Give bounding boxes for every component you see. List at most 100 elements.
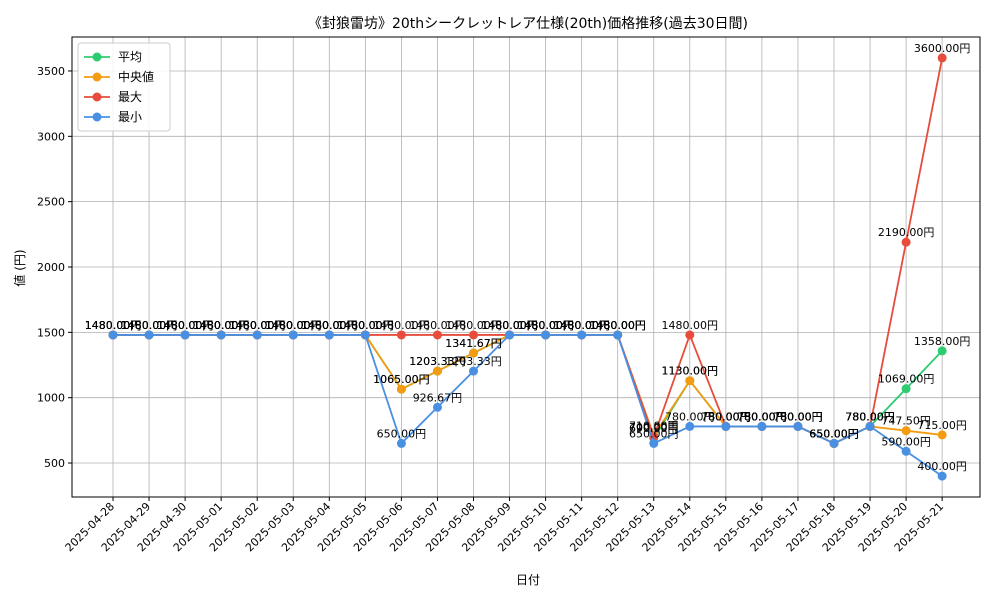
data-label: 1480.00円 <box>121 319 178 332</box>
series-lines <box>108 53 947 481</box>
data-point <box>721 421 731 431</box>
data-label: 1480.00円 <box>301 319 358 332</box>
legend-marker <box>92 52 102 62</box>
data-label: 2190.00円 <box>878 226 935 239</box>
y-tick-label: 2500 <box>37 196 65 209</box>
data-label: 1480.00円 <box>85 319 142 332</box>
data-label: 1480.00円 <box>481 319 538 332</box>
data-label: 1480.00円 <box>337 319 394 332</box>
data-label: 1480.00円 <box>481 319 538 332</box>
data-label: 1480.00円 <box>229 319 286 332</box>
legend-label: 最小 <box>118 110 142 124</box>
data-point <box>937 53 947 63</box>
data-label: 690.00円 <box>629 422 679 435</box>
data-point <box>216 330 226 340</box>
data-point <box>396 330 406 340</box>
data-label: 1480.00円 <box>337 319 394 332</box>
legend-label: 中央値 <box>118 69 154 84</box>
data-label: 1480.00円 <box>193 319 250 332</box>
data-label: 1480.00円 <box>517 319 574 332</box>
data-label: 650.00円 <box>809 427 859 440</box>
legend-marker <box>92 92 102 102</box>
x-axis-title: 日付 <box>516 573 540 587</box>
data-point <box>252 330 262 340</box>
data-label: 1480.00円 <box>193 319 250 332</box>
data-point <box>324 330 334 340</box>
y-tick-label: 500 <box>44 457 65 470</box>
data-point <box>360 330 370 340</box>
data-label: 715.00円 <box>917 419 967 432</box>
data-label: 1065.00円 <box>373 373 430 386</box>
data-label: 780.00円 <box>737 410 787 423</box>
data-point <box>685 330 695 340</box>
grid <box>72 37 980 497</box>
data-label: 1480.00円 <box>337 319 394 332</box>
data-label: 1480.00円 <box>265 319 322 332</box>
data-label: 780.00円 <box>773 410 823 423</box>
data-labels: 1480.00円1480.00円1480.00円1480.00円1480.00円… <box>85 42 971 473</box>
data-label: 1480.00円 <box>517 319 574 332</box>
y-tick-label: 3000 <box>37 130 65 143</box>
data-label: 1480.00円 <box>85 319 142 332</box>
data-label: 1480.00円 <box>589 319 646 332</box>
data-label: 1480.00円 <box>265 319 322 332</box>
data-label: 1480.00円 <box>337 319 394 332</box>
data-label: 700.00円 <box>629 421 679 434</box>
data-label: 1480.00円 <box>301 319 358 332</box>
data-label: 1480.00円 <box>229 319 286 332</box>
data-label: 1480.00円 <box>517 319 574 332</box>
data-label: 650.00円 <box>809 427 859 440</box>
data-point <box>613 330 623 340</box>
data-label: 780.00円 <box>701 410 751 423</box>
data-label: 590.00円 <box>881 435 931 448</box>
data-point <box>432 330 442 340</box>
data-point <box>901 446 911 456</box>
data-label: 1480.00円 <box>157 319 214 332</box>
data-point <box>937 471 947 481</box>
data-point <box>108 330 118 340</box>
data-label: 926.67円 <box>413 391 463 404</box>
data-label: 1480.00円 <box>265 319 322 332</box>
data-label: 1480.00円 <box>481 319 538 332</box>
data-label: 1480.00円 <box>265 319 322 332</box>
data-label: 747.50円 <box>881 415 931 428</box>
data-label: 1130.00円 <box>662 365 719 378</box>
data-label: 1203.33円 <box>409 355 466 368</box>
data-label: 1480.00円 <box>553 319 610 332</box>
data-point <box>793 421 803 431</box>
legend-box <box>77 42 171 132</box>
axes: 5001000150020002500300035002025-04-28202… <box>37 36 981 554</box>
data-label: 780.00円 <box>737 410 787 423</box>
data-point <box>901 237 911 247</box>
data-point <box>901 384 911 394</box>
data-label: 1480.00円 <box>589 319 646 332</box>
data-point <box>685 376 695 386</box>
data-label: 1480.00円 <box>229 319 286 332</box>
data-label: 1480.00円 <box>157 319 214 332</box>
data-point <box>865 421 875 431</box>
data-label: 1480.00円 <box>517 319 574 332</box>
legend-label: 最大 <box>118 90 142 104</box>
data-label: 1480.00円 <box>553 319 610 332</box>
y-tick-label: 1000 <box>37 392 65 405</box>
data-label: 1480.00円 <box>553 319 610 332</box>
data-label: 1069.00円 <box>878 373 935 386</box>
data-label: 780.00円 <box>773 410 823 423</box>
data-label: 1480.00円 <box>301 319 358 332</box>
data-label: 3600.00円 <box>914 42 971 55</box>
data-point <box>937 430 947 440</box>
series-line <box>113 57 944 445</box>
data-label: 1358.00円 <box>914 335 971 348</box>
data-label: 780.00円 <box>773 410 823 423</box>
data-label: 780.00円 <box>701 410 751 423</box>
legend-label: 平均 <box>118 50 142 64</box>
data-label: 1480.00円 <box>157 319 214 332</box>
data-label: 1480.00円 <box>193 319 250 332</box>
data-point <box>469 366 478 376</box>
data-point <box>829 438 839 448</box>
data-point <box>469 330 478 340</box>
data-label: 1065.00円 <box>373 373 430 386</box>
y-tick-label: 3500 <box>37 65 65 78</box>
data-label: 780.00円 <box>737 410 787 423</box>
data-label: 780.00円 <box>845 410 895 423</box>
